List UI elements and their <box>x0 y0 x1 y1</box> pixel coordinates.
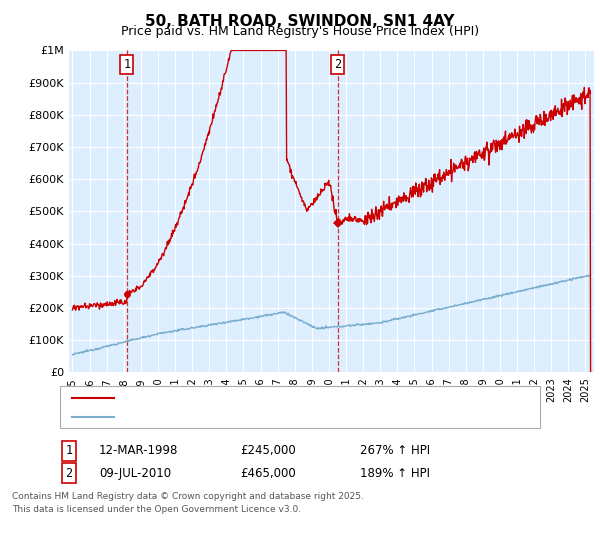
Text: £245,000: £245,000 <box>240 444 296 458</box>
Text: 2: 2 <box>65 466 73 480</box>
Text: 1: 1 <box>124 58 131 72</box>
Text: 12-MAR-1998: 12-MAR-1998 <box>99 444 178 458</box>
Text: 50, BATH ROAD, SWINDON, SN1 4AY: 50, BATH ROAD, SWINDON, SN1 4AY <box>145 14 455 29</box>
Text: Contains HM Land Registry data © Crown copyright and database right 2025.: Contains HM Land Registry data © Crown c… <box>12 492 364 501</box>
Text: 267% ↑ HPI: 267% ↑ HPI <box>360 444 430 458</box>
Text: £465,000: £465,000 <box>240 466 296 480</box>
Text: 189% ↑ HPI: 189% ↑ HPI <box>360 466 430 480</box>
Text: 50, BATH ROAD, SWINDON, SN1 4AY (semi-detached house): 50, BATH ROAD, SWINDON, SN1 4AY (semi-de… <box>120 393 449 403</box>
Text: HPI: Average price, semi-detached house, Swindon: HPI: Average price, semi-detached house,… <box>120 412 399 422</box>
Text: Price paid vs. HM Land Registry's House Price Index (HPI): Price paid vs. HM Land Registry's House … <box>121 25 479 38</box>
Text: 2: 2 <box>334 58 341 72</box>
Text: 09-JUL-2010: 09-JUL-2010 <box>99 466 171 480</box>
Text: This data is licensed under the Open Government Licence v3.0.: This data is licensed under the Open Gov… <box>12 505 301 514</box>
Text: 1: 1 <box>65 444 73 458</box>
